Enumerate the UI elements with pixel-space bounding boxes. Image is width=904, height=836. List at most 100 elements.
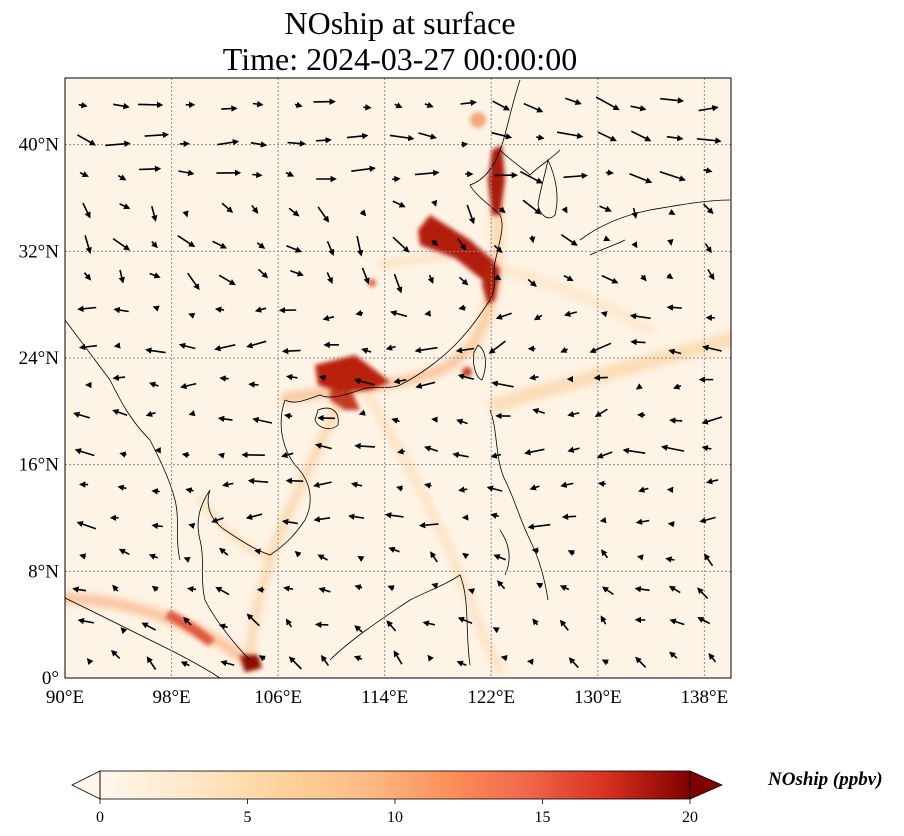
hotspot-prd (315, 355, 390, 392)
wind-arrow (218, 274, 236, 286)
wind-arrow (491, 131, 513, 140)
wind-arrow (294, 550, 302, 558)
wind-arrow (219, 547, 229, 556)
wind-arrow (393, 273, 403, 294)
wind-arrow (457, 238, 467, 251)
wind-arrow (222, 481, 234, 488)
hotspot-malacca (165, 610, 215, 646)
wind-arrow (387, 585, 395, 592)
wind-arrow (217, 415, 233, 423)
wind-arrow (705, 478, 719, 485)
wind-arrow (565, 97, 582, 105)
wind-arrow (452, 451, 469, 459)
wind-arrow (73, 411, 91, 419)
colorbar-label: NOship (ppbv) (768, 769, 883, 790)
wind-arrow (527, 278, 537, 287)
wind-arrow (431, 582, 439, 589)
wind-arrow (415, 381, 436, 389)
wind-arrow (601, 274, 619, 284)
wind-arrow (422, 620, 436, 627)
wind-arrow (560, 233, 578, 246)
wind-arrow (629, 173, 653, 184)
wind-arrow (112, 374, 126, 381)
wind-arrow (668, 348, 682, 355)
lon-tick-label: 114°E (361, 687, 408, 708)
wind-arrow (354, 625, 363, 633)
wind-arrow (666, 272, 674, 280)
wind-arrow (622, 447, 646, 454)
wind-arrow (252, 171, 263, 179)
wind-arrow (317, 206, 330, 223)
wind-arrow (79, 553, 87, 560)
wind-arrow (599, 516, 607, 524)
wind-arrow (414, 169, 440, 177)
wind-arrow (563, 274, 574, 282)
wind-arrow (188, 522, 196, 530)
coast-hainan (314, 407, 339, 430)
wind-arrow (427, 654, 434, 662)
wind-arrow (357, 555, 365, 562)
wind-arrow (216, 139, 240, 146)
wind-arrow (567, 550, 575, 556)
wind-arrow (666, 134, 684, 142)
lat-tick-label: 24°N (19, 348, 60, 369)
lon-tick-label: 98°E (152, 687, 190, 708)
wind-arrow (322, 314, 335, 322)
wind-arrow (523, 102, 544, 113)
wind-arrow (467, 588, 476, 595)
wind-arrow (560, 481, 574, 488)
wind-arrow (418, 522, 439, 529)
wind-arrow (315, 136, 332, 144)
wind-arrow (667, 239, 674, 246)
wind-arrow (112, 237, 131, 251)
wind-arrow (185, 487, 194, 494)
wind-arrow (254, 306, 267, 313)
hotspot-taiwan-west (462, 367, 472, 377)
wind-arrow (699, 516, 716, 524)
wind-arrow (386, 620, 397, 632)
lane-yangtze (377, 252, 458, 268)
wind-arrow (294, 101, 303, 108)
wind-arrow (77, 305, 97, 312)
wind-arrow (704, 243, 712, 254)
wind-arrow (353, 377, 375, 386)
wind-arrow (113, 342, 121, 349)
wind-arrow (599, 205, 612, 212)
wind-arrow (246, 613, 260, 627)
wind-arrow (354, 442, 375, 450)
wind-arrow (494, 273, 502, 280)
wind-arrow (631, 241, 638, 249)
wind-arrow (318, 587, 331, 594)
wind-arrow (180, 382, 197, 390)
wind-arrow (183, 616, 192, 626)
wind-arrow (385, 344, 396, 351)
wind-arrow (455, 347, 475, 354)
wind-arrow (519, 170, 543, 184)
wind-arrow (634, 586, 650, 593)
lon-tick-label: 138°E (681, 687, 729, 708)
wind-arrow (636, 554, 644, 561)
wind-arrow (457, 616, 473, 624)
wind-arrow (424, 445, 439, 452)
wind-arrow (146, 656, 157, 670)
wind-arrow (117, 174, 127, 181)
hotspot-pacific-arc (470, 112, 486, 128)
wind-arrow (529, 235, 536, 244)
wind-arrow (313, 481, 332, 488)
wind-arrow (488, 340, 506, 354)
wind-arrow (568, 657, 579, 669)
wind-arrow (457, 373, 475, 380)
wind-arrow (359, 209, 367, 217)
wind-arrow (630, 338, 646, 346)
wind-arrow (456, 660, 467, 667)
wind-arrow (561, 513, 577, 520)
wind-arrow (669, 417, 683, 424)
wind-arrow (112, 409, 128, 417)
wind-arrow (285, 618, 293, 628)
lat-tick-label: 32°N (19, 241, 60, 262)
wind-arrow (355, 309, 364, 317)
wind-arrow (356, 235, 364, 257)
wind-arrow (257, 268, 269, 279)
lane-pacific-east (488, 331, 731, 412)
wind-arrow (314, 442, 332, 450)
